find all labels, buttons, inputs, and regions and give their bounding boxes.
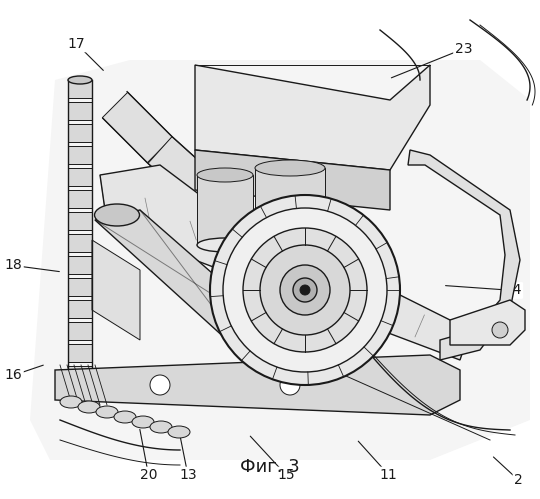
Text: 18: 18 [5, 258, 22, 272]
Ellipse shape [255, 160, 325, 176]
Ellipse shape [78, 401, 100, 413]
Ellipse shape [168, 426, 190, 438]
Polygon shape [102, 92, 173, 163]
Polygon shape [95, 210, 300, 370]
Text: 2: 2 [514, 473, 523, 487]
Polygon shape [30, 60, 530, 460]
Polygon shape [68, 212, 92, 230]
Circle shape [223, 208, 387, 372]
Polygon shape [100, 165, 470, 360]
Polygon shape [92, 240, 140, 340]
Circle shape [280, 265, 330, 315]
Polygon shape [195, 150, 390, 210]
Polygon shape [68, 234, 92, 252]
Text: 20: 20 [140, 468, 157, 482]
Polygon shape [68, 322, 92, 340]
Polygon shape [68, 278, 92, 296]
Circle shape [280, 375, 300, 395]
Polygon shape [68, 102, 92, 120]
Polygon shape [255, 168, 325, 253]
Polygon shape [68, 124, 92, 142]
Polygon shape [148, 137, 222, 209]
Ellipse shape [255, 245, 325, 261]
Circle shape [150, 375, 170, 395]
Ellipse shape [114, 411, 136, 423]
Text: 17: 17 [68, 37, 85, 51]
Text: 24: 24 [504, 283, 522, 297]
Circle shape [260, 245, 350, 335]
Circle shape [492, 322, 508, 338]
Ellipse shape [60, 396, 82, 408]
Circle shape [243, 228, 367, 352]
Circle shape [300, 285, 310, 295]
Polygon shape [68, 300, 92, 318]
Polygon shape [68, 80, 92, 98]
Polygon shape [68, 146, 92, 164]
Text: 11: 11 [380, 468, 397, 482]
Polygon shape [55, 355, 460, 415]
Text: 15: 15 [278, 468, 295, 482]
Polygon shape [299, 271, 352, 324]
Text: Фиг. 3: Фиг. 3 [240, 458, 300, 476]
Ellipse shape [197, 238, 253, 252]
Polygon shape [68, 168, 92, 186]
Ellipse shape [94, 204, 139, 226]
Polygon shape [68, 256, 92, 274]
Polygon shape [68, 344, 92, 362]
Polygon shape [197, 175, 253, 245]
Text: 13: 13 [179, 468, 197, 482]
Text: 23: 23 [455, 42, 472, 56]
Text: 16: 16 [5, 368, 22, 382]
Polygon shape [253, 232, 322, 298]
Polygon shape [408, 150, 520, 360]
Ellipse shape [150, 421, 172, 433]
Ellipse shape [132, 416, 154, 428]
Polygon shape [195, 65, 430, 170]
Circle shape [210, 195, 400, 385]
Polygon shape [450, 300, 525, 345]
Polygon shape [68, 388, 92, 406]
Ellipse shape [68, 76, 92, 84]
Ellipse shape [197, 168, 253, 182]
Ellipse shape [96, 406, 118, 418]
Polygon shape [68, 190, 92, 208]
Polygon shape [198, 182, 277, 258]
Polygon shape [68, 366, 92, 384]
Circle shape [293, 278, 317, 302]
